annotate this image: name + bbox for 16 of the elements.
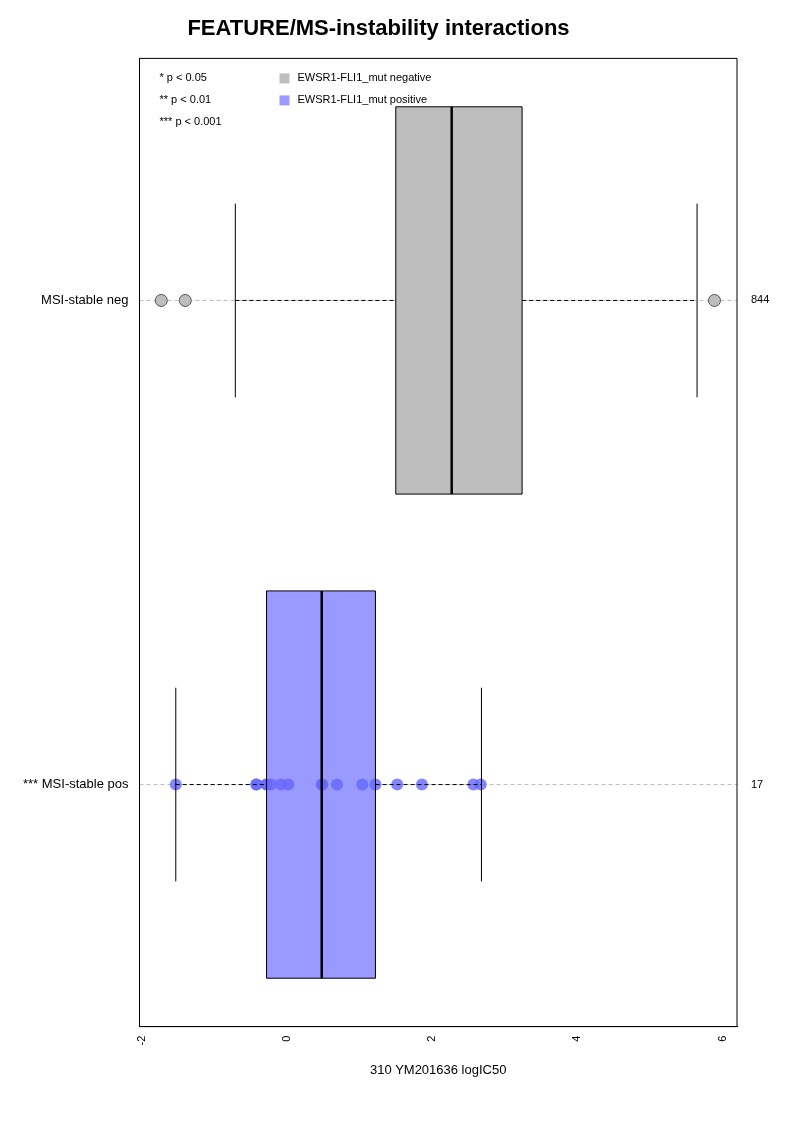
x-tick-label: -2 <box>134 1035 147 1046</box>
chart-title: FEATURE/MS-instability interactions <box>187 15 570 41</box>
x-tick-label: 2 <box>425 1035 438 1042</box>
legend-label: EWSR1-FLI1_mut negative <box>297 71 432 84</box>
x-tick-label: 4 <box>570 1035 583 1042</box>
text: 844 <box>751 293 770 306</box>
x-axis-title: 310 YM201636 logIC50 <box>370 1061 507 1077</box>
y-tick-label: MSI-stable neg <box>41 292 129 308</box>
legend-label: EWSR1-FLI1_mut positive <box>297 93 428 106</box>
annotation: *** p < 0.001 <box>159 115 222 128</box>
y-tick-label: *** MSI-stable pos <box>22 776 129 792</box>
x-tick-label: 0 <box>279 1035 292 1042</box>
text: 17 <box>751 777 764 790</box>
annotation: ** p < 0.01 <box>159 93 212 106</box>
x-tick-label: 6 <box>715 1035 728 1042</box>
annotation: * p < 0.05 <box>159 71 207 84</box>
